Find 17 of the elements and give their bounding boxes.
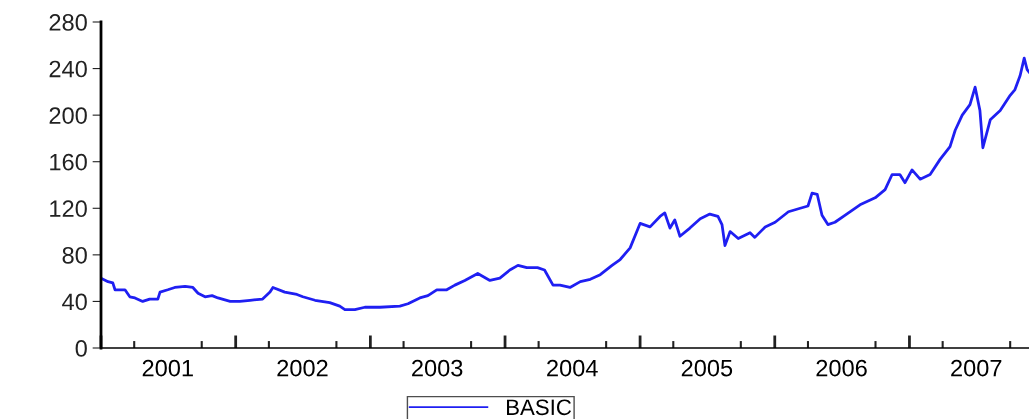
x-tick-label: 2005 [681, 359, 733, 377]
y-tick-label: 160 [50, 153, 87, 171]
x-tick-label: 2007 [951, 359, 1002, 377]
legend-label: BASIC [507, 399, 572, 416]
y-tick-label: 280 [49, 14, 87, 31]
y-tick-label: 80 [62, 246, 87, 264]
x-tick-label: 2001 [142, 359, 193, 377]
x-tick-label: 2006 [816, 359, 867, 377]
x-tick-label: 2003 [412, 359, 463, 377]
x-tick-label: 2004 [547, 359, 598, 377]
y-tick-label: 40 [62, 293, 87, 311]
y-tick-label: 0 [75, 340, 87, 357]
y-tick-label: 120 [50, 200, 87, 218]
y-tick-label: 200 [49, 107, 87, 124]
line-series [101, 56, 1029, 311]
y-tick-label: 240 [49, 60, 87, 78]
x-tick-label: 2002 [277, 359, 328, 377]
